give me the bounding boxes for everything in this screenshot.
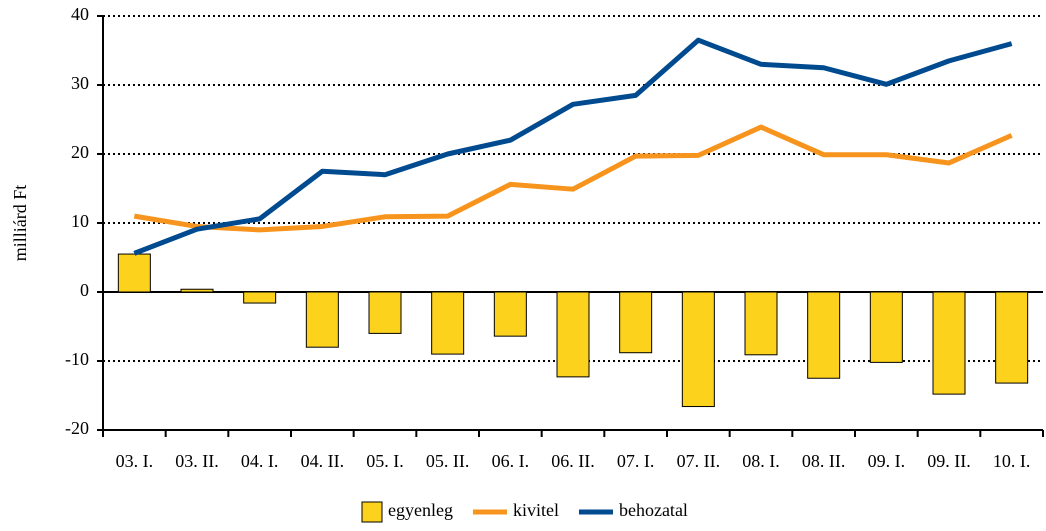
x-tick-label: 06. I. xyxy=(492,451,530,471)
x-tick-label: 09. II. xyxy=(927,451,971,471)
legend-label: behozatal xyxy=(619,500,688,520)
bar xyxy=(305,291,339,348)
bar xyxy=(995,291,1029,384)
bar xyxy=(243,291,277,304)
legend-label: kivitel xyxy=(513,500,559,520)
x-tick-label: 09. I. xyxy=(868,451,906,471)
x-tick-label: 03. I. xyxy=(116,451,154,471)
x-tick-label: 03. II. xyxy=(175,451,219,471)
bar xyxy=(744,291,778,356)
bar xyxy=(681,291,715,408)
x-tick-label: 07. I. xyxy=(617,451,655,471)
x-tick-label: 07. II. xyxy=(677,451,721,471)
line xyxy=(133,37,1013,256)
x-tick-label: 08. II. xyxy=(802,451,846,471)
y-tick-label: -20 xyxy=(65,418,89,438)
y-tick-label: 20 xyxy=(71,142,89,162)
y-axis-label: milliárd Ft xyxy=(10,185,30,262)
bar xyxy=(368,291,402,334)
bar xyxy=(556,291,590,378)
bar xyxy=(431,291,465,355)
x-tick-label: 08. I. xyxy=(742,451,780,471)
bar xyxy=(807,291,841,379)
y-tick-label: 10 xyxy=(71,211,89,231)
x-tick-label: 05. II. xyxy=(426,451,470,471)
legend-label: egyenleg xyxy=(388,500,453,520)
bar xyxy=(117,253,151,293)
x-tick-label: 04. I. xyxy=(241,451,279,471)
x-tick-label: 10. I. xyxy=(993,451,1031,471)
legend-swatch xyxy=(361,501,383,523)
y-tick-label: 30 xyxy=(71,73,89,93)
bar xyxy=(493,291,527,337)
bar xyxy=(932,291,966,395)
bar xyxy=(180,288,214,293)
y-tick-label: 40 xyxy=(71,4,89,24)
x-tick-label: 04. II. xyxy=(301,451,345,471)
x-tick-label: 05. I. xyxy=(366,451,404,471)
y-tick-label: -10 xyxy=(65,349,89,369)
y-tick-label: 0 xyxy=(80,280,89,300)
bar xyxy=(619,291,653,354)
bar xyxy=(869,291,903,363)
line xyxy=(133,124,1013,233)
x-tick-label: 06. II. xyxy=(551,451,595,471)
